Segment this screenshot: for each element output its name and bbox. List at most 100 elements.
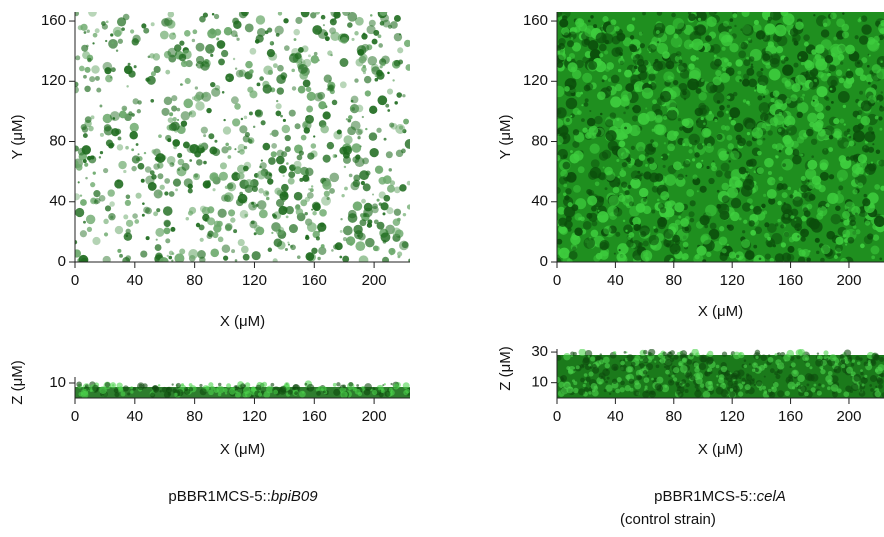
texture [617, 182, 619, 184]
texture [392, 79, 394, 81]
texture [233, 58, 235, 60]
texture [730, 388, 734, 392]
texture [171, 95, 177, 101]
y-tick-label: 0 [58, 253, 66, 270]
x-axis-label: X (μM) [698, 303, 743, 320]
texture [810, 374, 818, 382]
texture [751, 64, 753, 66]
texture [680, 383, 683, 386]
texture [158, 134, 162, 138]
texture [125, 255, 131, 261]
texture [343, 226, 353, 236]
texture [186, 217, 189, 220]
texture [153, 211, 158, 216]
texture [735, 59, 742, 66]
texture [357, 49, 364, 56]
texture [790, 28, 799, 37]
texture [768, 357, 774, 363]
texture [169, 251, 173, 255]
texture [657, 199, 660, 202]
texture [566, 118, 570, 122]
texture [263, 391, 270, 398]
texture [847, 237, 854, 244]
texture [250, 48, 257, 55]
texture [705, 35, 712, 42]
texture [873, 234, 879, 240]
texture [359, 219, 366, 226]
texture [648, 81, 651, 84]
texture [830, 88, 833, 91]
texture [725, 126, 730, 131]
texture [119, 111, 127, 119]
texture [258, 392, 262, 396]
texture [218, 209, 227, 218]
texture [742, 24, 754, 36]
texture [382, 257, 389, 264]
texture [221, 50, 228, 57]
texture [274, 239, 283, 248]
texture [881, 91, 883, 93]
texture [292, 387, 295, 390]
texture [184, 389, 190, 395]
texture [150, 392, 155, 397]
texture [771, 387, 774, 390]
x-tick-label: 160 [302, 272, 327, 289]
texture [267, 178, 273, 184]
texture [214, 140, 217, 143]
texture [738, 51, 746, 59]
texture [403, 213, 406, 216]
texture [172, 139, 180, 147]
texture [108, 143, 114, 149]
texture [770, 9, 782, 21]
texture [645, 153, 649, 157]
texture [626, 240, 634, 248]
texture [689, 67, 701, 79]
texture [678, 118, 681, 121]
texture [263, 143, 271, 151]
texture [651, 149, 654, 152]
texture [761, 204, 765, 208]
texture [809, 122, 814, 127]
texture [807, 113, 817, 123]
texture [118, 137, 122, 141]
texture [164, 191, 168, 195]
texture [116, 49, 118, 51]
texture [126, 194, 131, 199]
texture [697, 190, 699, 192]
texture [285, 146, 291, 152]
texture [610, 96, 621, 107]
texture [137, 153, 139, 155]
texture [643, 357, 649, 363]
texture [806, 71, 808, 73]
texture [805, 61, 815, 71]
texture [369, 132, 377, 140]
texture [179, 249, 185, 255]
texture [267, 28, 272, 33]
texture [279, 387, 286, 394]
texture [106, 21, 109, 24]
texture [225, 392, 227, 394]
y-tick-label: 160 [523, 12, 548, 29]
texture [258, 188, 263, 193]
texture [179, 41, 184, 46]
texture [646, 363, 653, 370]
texture [623, 134, 628, 139]
texture [747, 132, 750, 135]
texture [605, 381, 608, 384]
texture [640, 173, 644, 177]
texture [829, 174, 834, 179]
texture [127, 392, 130, 395]
texture [792, 149, 799, 156]
texture [757, 95, 762, 100]
texture [619, 170, 626, 177]
texture [140, 250, 147, 257]
texture [573, 369, 575, 371]
texture [754, 384, 756, 386]
texture [313, 135, 315, 137]
texture [839, 155, 847, 163]
texture [78, 255, 88, 265]
texture [837, 253, 841, 257]
texture [685, 175, 687, 177]
texture [404, 40, 411, 47]
texture [701, 117, 704, 120]
